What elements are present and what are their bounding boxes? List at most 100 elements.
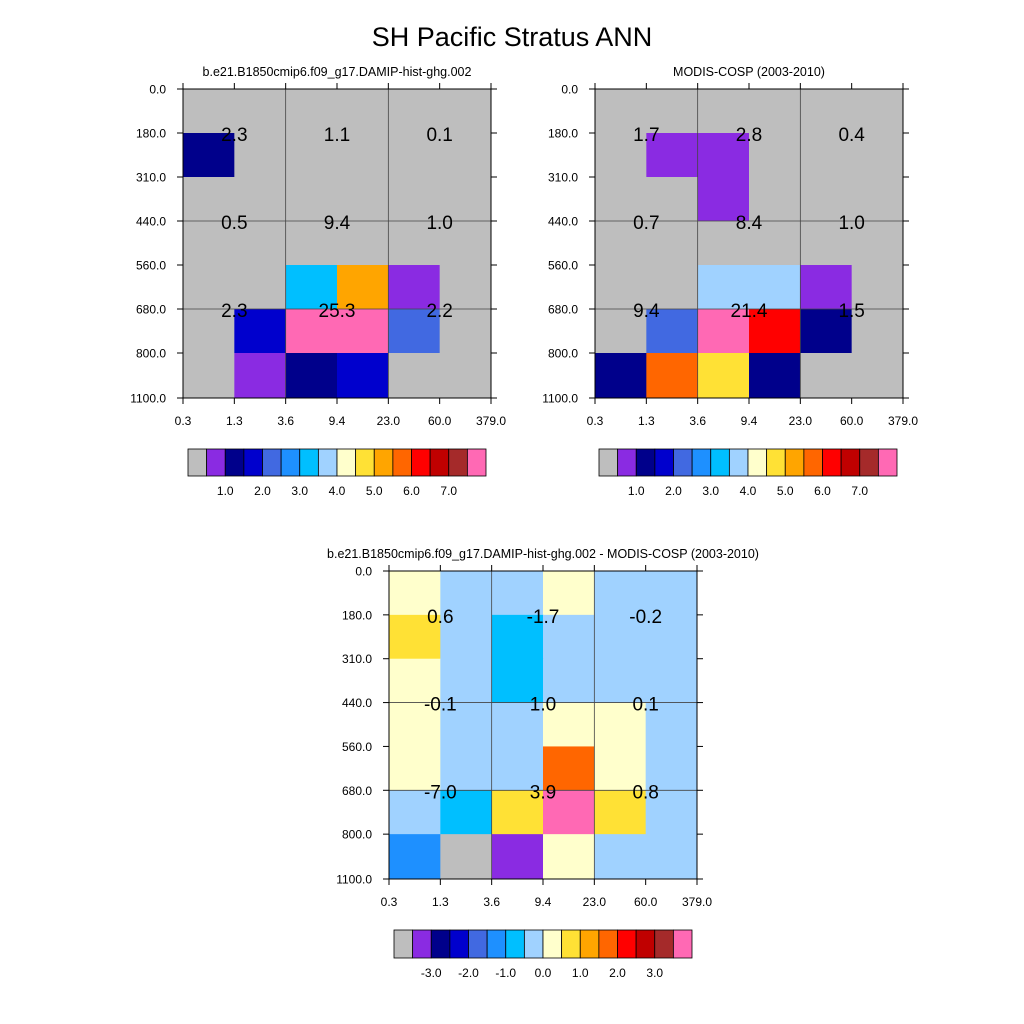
colorbar-label: 6.0 xyxy=(403,484,420,498)
x-tick-label: 1.3 xyxy=(432,895,449,909)
colorbar-label: 1.0 xyxy=(217,484,234,498)
block-value-label: 9.4 xyxy=(633,301,660,322)
x-tick-label: 60.0 xyxy=(840,414,864,428)
colorbar-box xyxy=(617,929,637,959)
heatmap-cell xyxy=(439,177,492,222)
colorbar-label: 4.0 xyxy=(740,484,757,498)
heatmap-cell xyxy=(285,221,338,266)
colorbar-label: 3.0 xyxy=(646,966,663,980)
y-tick-label: 680.0 xyxy=(342,784,372,798)
x-tick-label: 9.4 xyxy=(329,414,346,428)
y-tick-label: 680.0 xyxy=(548,303,578,317)
heatmap-cell xyxy=(543,658,595,703)
colorbar-box xyxy=(728,448,749,477)
block-value-label: -1.7 xyxy=(527,607,560,628)
heatmap-cell xyxy=(851,89,904,134)
colorbar-box xyxy=(598,448,619,477)
heatmap-cell xyxy=(800,309,853,354)
heatmap-cell xyxy=(749,177,801,222)
colorbar-box xyxy=(206,448,226,477)
y-tick-label: 310.0 xyxy=(548,171,578,185)
colorbar-box xyxy=(654,448,674,477)
x-tick-label: 23.0 xyxy=(377,414,401,428)
heatmap-cell xyxy=(749,353,801,399)
x-tick-label: 379.0 xyxy=(476,414,506,428)
colorbar-label: 3.0 xyxy=(291,484,308,498)
colorbar-box xyxy=(691,448,712,477)
colorbar-label: 7.0 xyxy=(440,484,457,498)
x-tick-label: 1.3 xyxy=(226,414,243,428)
heatmap-cell xyxy=(543,614,595,660)
heatmap-panel-2: MODIS-COSP (2003-2010) 0.3 1.3 3.6 9.4 23.0 60… xyxy=(542,65,918,498)
heatmap-cell xyxy=(337,177,389,222)
heatmap-cell xyxy=(800,177,853,222)
heatmap-cell xyxy=(440,614,493,660)
y-tick-label: 180.0 xyxy=(342,608,372,622)
heatmap-cell xyxy=(337,265,389,310)
block-value-label: 2.2 xyxy=(426,301,452,322)
block-value-label: 0.1 xyxy=(426,125,452,146)
colorbar: -3.0 -2.0 -1.0 0.0 1.0 2.0 3.0 xyxy=(393,929,693,980)
block-value-label: 1.0 xyxy=(426,213,452,234)
block-value-label: 0.4 xyxy=(838,125,865,146)
heatmap-cell xyxy=(749,133,801,178)
heatmap-cell xyxy=(543,746,595,791)
y-tick-label: 800.0 xyxy=(548,347,578,361)
heatmap-cell xyxy=(388,177,441,222)
heatmap-cell xyxy=(388,221,441,266)
heatmap-cell xyxy=(646,265,699,310)
colorbar-box xyxy=(747,448,768,477)
x-tick-label: 9.4 xyxy=(535,895,552,909)
heatmap-cell xyxy=(285,309,338,354)
block-value-label: 0.1 xyxy=(632,695,658,716)
y-tick-label: 560.0 xyxy=(342,740,372,754)
heatmap-cell xyxy=(543,702,595,747)
x-tick-label: 379.0 xyxy=(682,895,712,909)
block-value-label: 2.3 xyxy=(221,301,247,322)
heatmap-cell xyxy=(491,571,544,616)
heatmap-cell xyxy=(749,309,801,354)
heatmap-cell xyxy=(800,353,853,399)
heatmap-cell xyxy=(234,309,287,354)
heatmap-cell xyxy=(337,353,389,399)
colorbar-box xyxy=(710,448,730,477)
heatmap-cell xyxy=(389,571,441,616)
colorbar-box xyxy=(654,929,674,959)
block-value-label: 9.4 xyxy=(324,213,351,234)
colorbar-box xyxy=(411,448,431,477)
heatmap-cell xyxy=(389,702,441,747)
colorbar-box xyxy=(672,929,693,959)
colorbar-label: 1.0 xyxy=(572,966,589,980)
panel-title: b.e21.B1850cmip6.f09_g17.DAMIP-hist-ghg.… xyxy=(327,547,759,561)
colorbar-box xyxy=(299,448,319,477)
heatmap-panel-1: b.e21.B1850cmip6.f09_g17.DAMIP-hist-ghg.… xyxy=(130,65,506,498)
heatmap-cell xyxy=(543,571,595,616)
heatmap-cell xyxy=(388,89,441,134)
heatmap-cell xyxy=(234,221,287,266)
colorbar-label: 4.0 xyxy=(329,484,346,498)
heatmap-cell xyxy=(646,177,699,222)
heatmap-cell xyxy=(646,309,699,354)
heatmap-cell xyxy=(439,89,492,134)
colorbar-box xyxy=(822,448,842,477)
block-value-label: 1.0 xyxy=(530,695,556,716)
block-value-label: -0.2 xyxy=(629,607,662,628)
heatmap-cell xyxy=(595,265,647,310)
y-tick-label: 560.0 xyxy=(548,259,578,273)
heatmap-cell xyxy=(440,702,493,747)
x-tick-label: 9.4 xyxy=(741,414,758,428)
heatmap-cell xyxy=(234,133,287,178)
colorbar-box xyxy=(243,448,263,477)
colorbar-box xyxy=(224,448,245,477)
heatmap-cell xyxy=(389,790,441,835)
panel-title: b.e21.B1850cmip6.f09_g17.DAMIP-hist-ghg.… xyxy=(203,65,472,79)
heatmap-cell xyxy=(697,89,750,134)
heatmap-cell xyxy=(439,309,492,354)
colorbar-label: 5.0 xyxy=(777,484,794,498)
colorbar-label: 2.0 xyxy=(665,484,682,498)
colorbar-label: 2.0 xyxy=(609,966,626,980)
block-value-label: 21.4 xyxy=(731,301,768,322)
x-tick-label: 379.0 xyxy=(888,414,918,428)
heatmap-cell xyxy=(595,177,647,222)
x-tick-label: 3.6 xyxy=(483,895,500,909)
